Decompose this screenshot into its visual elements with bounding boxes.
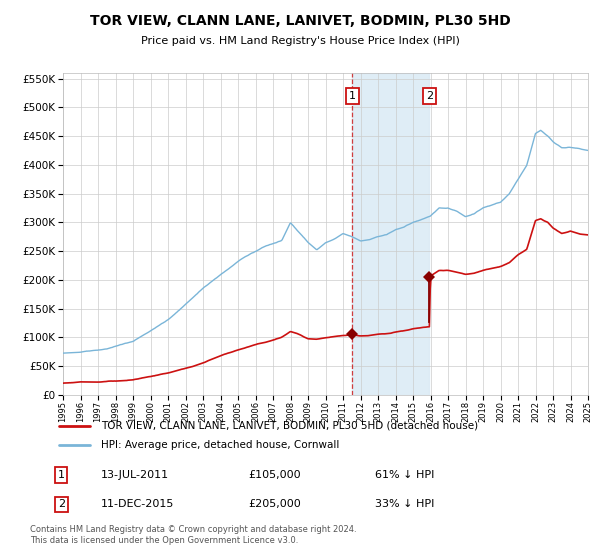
Text: £205,000: £205,000 — [248, 500, 301, 510]
Text: 2: 2 — [58, 500, 65, 510]
Text: 2: 2 — [426, 91, 433, 101]
Bar — [352, 73, 430, 395]
Text: HPI: Average price, detached house, Cornwall: HPI: Average price, detached house, Corn… — [101, 440, 339, 450]
Text: 11-DEC-2015: 11-DEC-2015 — [101, 500, 174, 510]
Text: 1: 1 — [58, 470, 65, 480]
Text: £105,000: £105,000 — [248, 470, 301, 480]
Text: TOR VIEW, CLANN LANE, LANIVET, BODMIN, PL30 5HD (detached house): TOR VIEW, CLANN LANE, LANIVET, BODMIN, P… — [101, 421, 478, 431]
Text: 33% ↓ HPI: 33% ↓ HPI — [376, 500, 435, 510]
Text: Contains HM Land Registry data © Crown copyright and database right 2024.
This d: Contains HM Land Registry data © Crown c… — [30, 525, 356, 545]
Text: 13-JUL-2011: 13-JUL-2011 — [101, 470, 169, 480]
Text: 61% ↓ HPI: 61% ↓ HPI — [376, 470, 435, 480]
Text: 1: 1 — [349, 91, 356, 101]
Text: Price paid vs. HM Land Registry's House Price Index (HPI): Price paid vs. HM Land Registry's House … — [140, 36, 460, 46]
Text: TOR VIEW, CLANN LANE, LANIVET, BODMIN, PL30 5HD: TOR VIEW, CLANN LANE, LANIVET, BODMIN, P… — [89, 14, 511, 28]
